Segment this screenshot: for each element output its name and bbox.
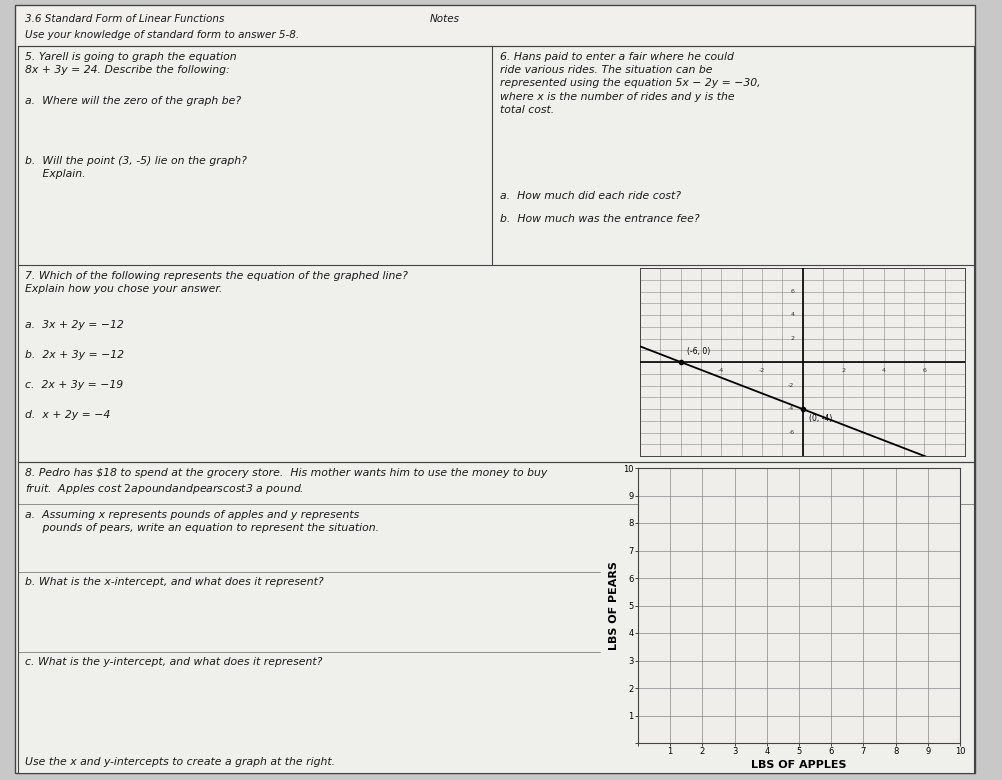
Text: 6: 6 (923, 368, 926, 373)
Text: (-6, 0): (-6, 0) (686, 347, 710, 356)
Bar (18, 46, 492, 265)
Text: b. What is the x-intercept, and what does it represent?: b. What is the x-intercept, and what doe… (25, 577, 324, 587)
X-axis label: LBS OF APPLES: LBS OF APPLES (752, 760, 847, 771)
Text: 3.6 Standard Form of Linear Functions: 3.6 Standard Form of Linear Functions (25, 14, 224, 24)
Text: d.  x + 2y = −4: d. x + 2y = −4 (25, 410, 110, 420)
Text: a.  Assuming x represents pounds of apples and y represents
     pounds of pears: a. Assuming x represents pounds of apple… (25, 510, 379, 534)
Text: 4: 4 (791, 313, 795, 317)
Text: b.  2x + 3y = −12: b. 2x + 3y = −12 (25, 350, 124, 360)
Y-axis label: LBS OF PEARS: LBS OF PEARS (609, 561, 619, 650)
Text: -4: -4 (718, 368, 724, 373)
Text: b.  Will the point (3, -5) lie on the graph?
     Explain.: b. Will the point (3, -5) lie on the gra… (25, 156, 246, 179)
Text: a.  Where will the zero of the graph be?: a. Where will the zero of the graph be? (25, 96, 241, 106)
Text: 6. Hans paid to enter a fair where he could
ride various rides. The situation ca: 6. Hans paid to enter a fair where he co… (500, 52, 761, 115)
Text: Use the x and y-intercepts to create a graph at the right.: Use the x and y-intercepts to create a g… (25, 757, 335, 767)
Text: b.  How much was the entrance fee?: b. How much was the entrance fee? (500, 214, 699, 224)
Text: -4: -4 (789, 406, 795, 412)
Text: 7. Which of the following represents the equation of the graphed line?
Explain h: 7. Which of the following represents the… (25, 271, 408, 294)
Text: a.  How much did each ride cost?: a. How much did each ride cost? (500, 191, 681, 201)
Text: a.  3x + 2y = −12: a. 3x + 2y = −12 (25, 320, 124, 330)
Text: (0, -4): (0, -4) (809, 413, 832, 423)
Text: Notes: Notes (430, 14, 460, 24)
Text: 6: 6 (791, 289, 795, 294)
Text: 4: 4 (882, 368, 886, 373)
Bar (18, 265, 974, 462)
Text: 2: 2 (791, 336, 795, 341)
Text: -2: -2 (759, 368, 765, 373)
Text: 5. Yarell is going to graph the equation
8x + 3y = 24. Describe the following:: 5. Yarell is going to graph the equation… (25, 52, 236, 75)
Text: c.  2x + 3y = −19: c. 2x + 3y = −19 (25, 380, 123, 390)
Text: -6: -6 (789, 430, 795, 435)
Text: c. What is the y-intercept, and what does it represent?: c. What is the y-intercept, and what doe… (25, 657, 323, 667)
Text: 2: 2 (841, 368, 845, 373)
Bar (492, 46, 974, 265)
Text: -2: -2 (789, 383, 795, 388)
Text: 8. Pedro has $18 to spend at the grocery store.  His mother wants him to use the: 8. Pedro has $18 to spend at the grocery… (25, 468, 547, 496)
Bar (18, 462, 974, 773)
Text: Use your knowledge of standard form to answer 5-8.: Use your knowledge of standard form to a… (25, 30, 300, 40)
